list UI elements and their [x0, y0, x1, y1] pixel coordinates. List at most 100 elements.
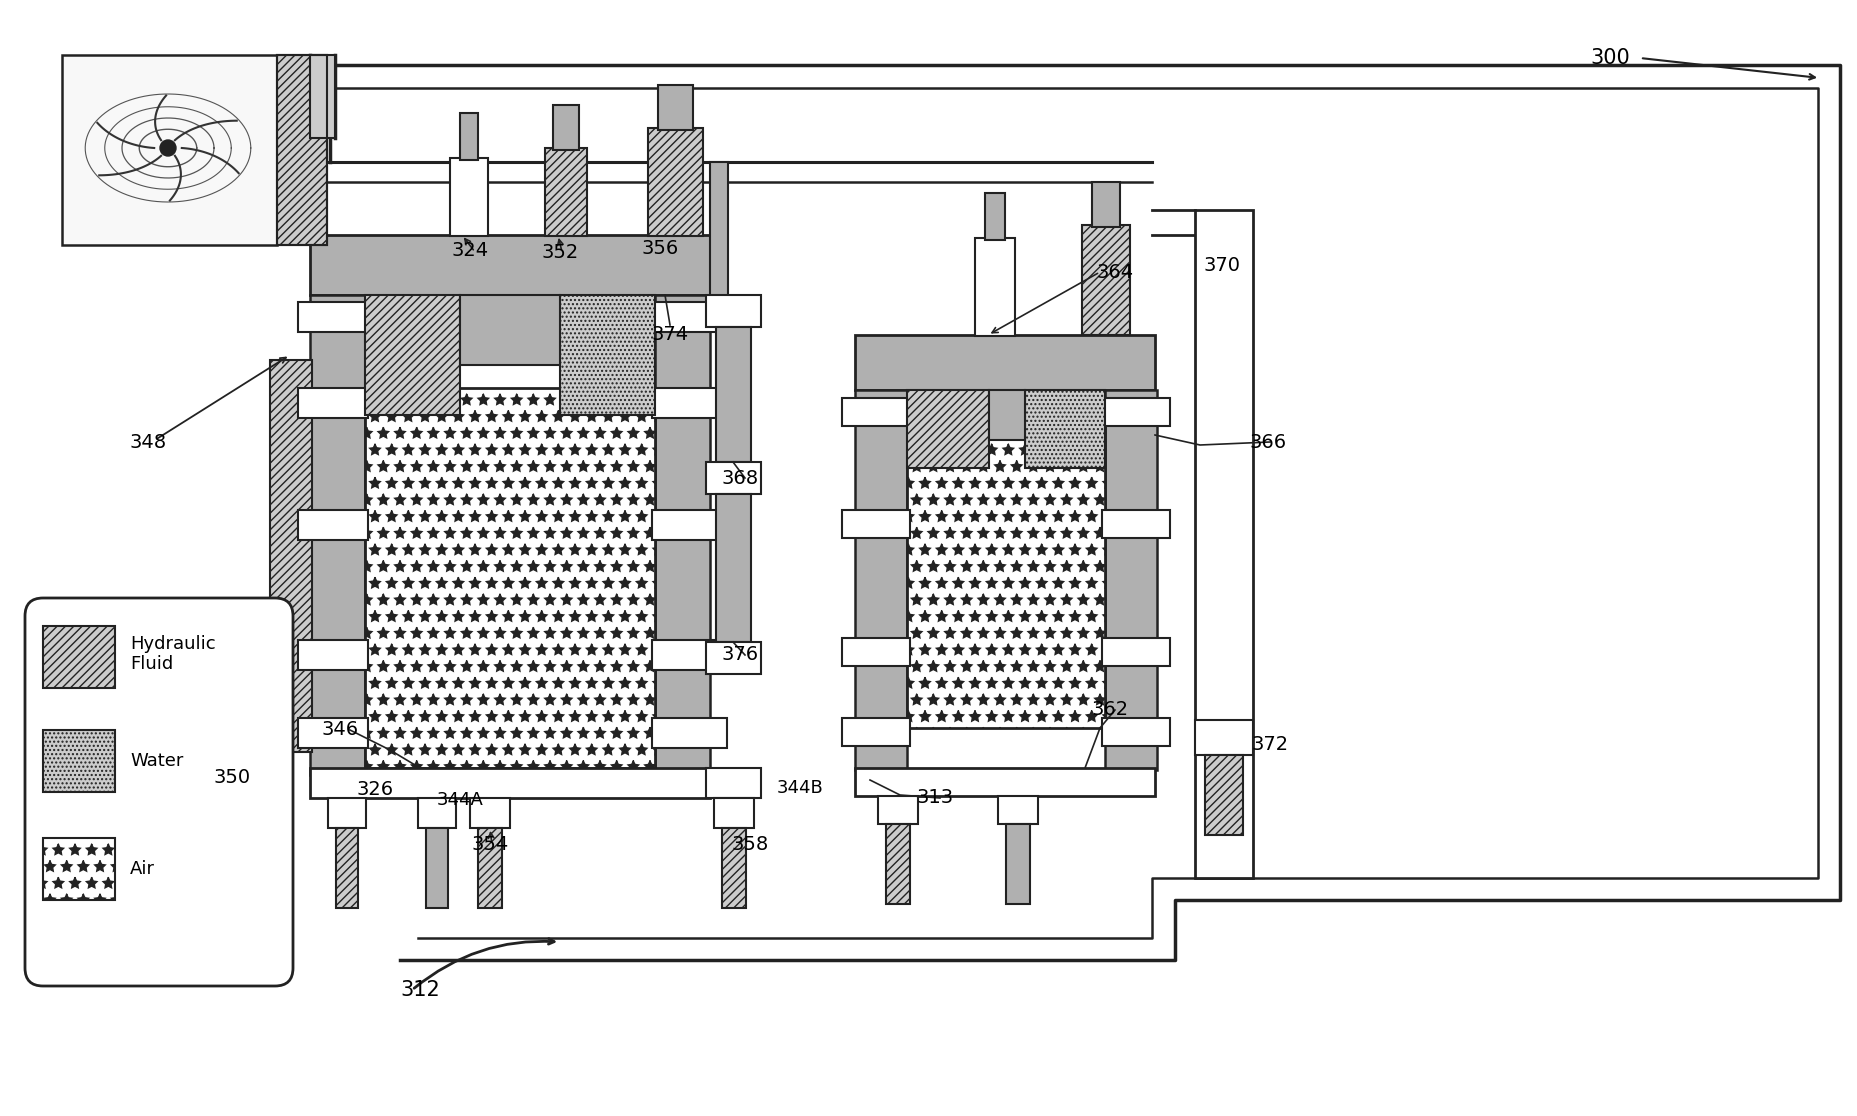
- Bar: [878, 796, 917, 824]
- Text: 352: 352: [540, 242, 578, 261]
- Bar: [336, 828, 358, 908]
- Bar: [1081, 225, 1129, 335]
- Text: 346: 346: [321, 721, 358, 740]
- Text: 376: 376: [721, 645, 758, 664]
- Bar: [297, 718, 368, 748]
- Bar: [715, 327, 750, 462]
- Bar: [709, 162, 728, 297]
- Bar: [228, 750, 279, 780]
- Bar: [886, 824, 910, 904]
- Bar: [364, 295, 461, 415]
- Bar: [470, 798, 509, 828]
- Bar: [310, 55, 334, 138]
- Bar: [975, 238, 1014, 336]
- Text: 356: 356: [641, 239, 678, 258]
- Bar: [269, 360, 312, 752]
- Bar: [559, 295, 656, 415]
- Bar: [854, 768, 1155, 796]
- Bar: [841, 718, 910, 745]
- Bar: [841, 398, 910, 426]
- Bar: [43, 838, 115, 899]
- Bar: [418, 798, 455, 828]
- Circle shape: [160, 140, 176, 156]
- Bar: [553, 105, 579, 150]
- Bar: [652, 639, 726, 670]
- Bar: [841, 638, 910, 666]
- Bar: [1101, 510, 1170, 538]
- Bar: [364, 388, 656, 768]
- Bar: [1005, 824, 1029, 904]
- Text: 312: 312: [399, 980, 440, 1000]
- Bar: [477, 828, 501, 908]
- Text: 348: 348: [130, 433, 167, 452]
- Bar: [449, 158, 488, 235]
- Text: Water: Water: [130, 752, 184, 770]
- Bar: [984, 193, 1005, 240]
- Bar: [240, 780, 266, 848]
- Bar: [297, 639, 368, 670]
- Bar: [906, 389, 988, 468]
- Text: 372: 372: [1252, 735, 1289, 754]
- Bar: [297, 302, 368, 331]
- Text: 313: 313: [916, 789, 953, 808]
- Bar: [1101, 398, 1170, 426]
- Text: 326: 326: [357, 780, 394, 799]
- Bar: [997, 796, 1038, 824]
- Bar: [854, 335, 1155, 389]
- Bar: [329, 798, 366, 828]
- Text: 354: 354: [472, 836, 509, 855]
- Bar: [1101, 718, 1170, 745]
- Bar: [461, 295, 559, 365]
- Text: Air: Air: [130, 860, 154, 878]
- Bar: [1025, 389, 1105, 468]
- Bar: [648, 128, 702, 235]
- Text: 366: 366: [1248, 433, 1285, 452]
- Bar: [1194, 720, 1252, 756]
- Bar: [706, 295, 761, 327]
- Bar: [544, 148, 587, 235]
- Text: Hydraulic: Hydraulic: [130, 635, 215, 653]
- Text: 370: 370: [1203, 256, 1240, 275]
- Bar: [988, 389, 1025, 440]
- Bar: [713, 798, 754, 828]
- Text: 362: 362: [1090, 701, 1127, 720]
- Bar: [277, 55, 327, 246]
- Text: 350: 350: [214, 769, 251, 788]
- Text: 300: 300: [1590, 48, 1629, 68]
- Bar: [1194, 210, 1252, 878]
- Bar: [1092, 182, 1120, 227]
- Bar: [906, 418, 1105, 728]
- Text: 364: 364: [1096, 262, 1133, 281]
- Text: Fluid: Fluid: [130, 655, 173, 673]
- Bar: [1205, 756, 1242, 835]
- Bar: [297, 510, 368, 540]
- Bar: [310, 235, 709, 295]
- Bar: [841, 510, 910, 538]
- Text: 344A: 344A: [436, 791, 483, 809]
- Bar: [297, 388, 368, 418]
- Bar: [461, 113, 477, 160]
- Bar: [652, 718, 726, 748]
- Bar: [706, 768, 761, 798]
- Bar: [657, 85, 693, 129]
- Bar: [715, 494, 750, 642]
- Bar: [652, 388, 726, 418]
- Bar: [854, 389, 906, 770]
- Text: 344B: 344B: [776, 779, 823, 797]
- FancyBboxPatch shape: [24, 598, 293, 987]
- Text: 368: 368: [721, 469, 758, 488]
- Bar: [706, 642, 761, 674]
- Bar: [277, 55, 327, 246]
- Bar: [706, 462, 761, 494]
- Bar: [722, 828, 747, 908]
- Bar: [652, 510, 726, 540]
- Bar: [1105, 389, 1157, 770]
- Bar: [652, 302, 726, 331]
- Text: 374: 374: [652, 326, 689, 345]
- Bar: [656, 295, 709, 775]
- Bar: [425, 828, 448, 908]
- Bar: [310, 768, 709, 798]
- Bar: [310, 295, 364, 775]
- Bar: [1101, 638, 1170, 666]
- Text: 324: 324: [451, 241, 488, 260]
